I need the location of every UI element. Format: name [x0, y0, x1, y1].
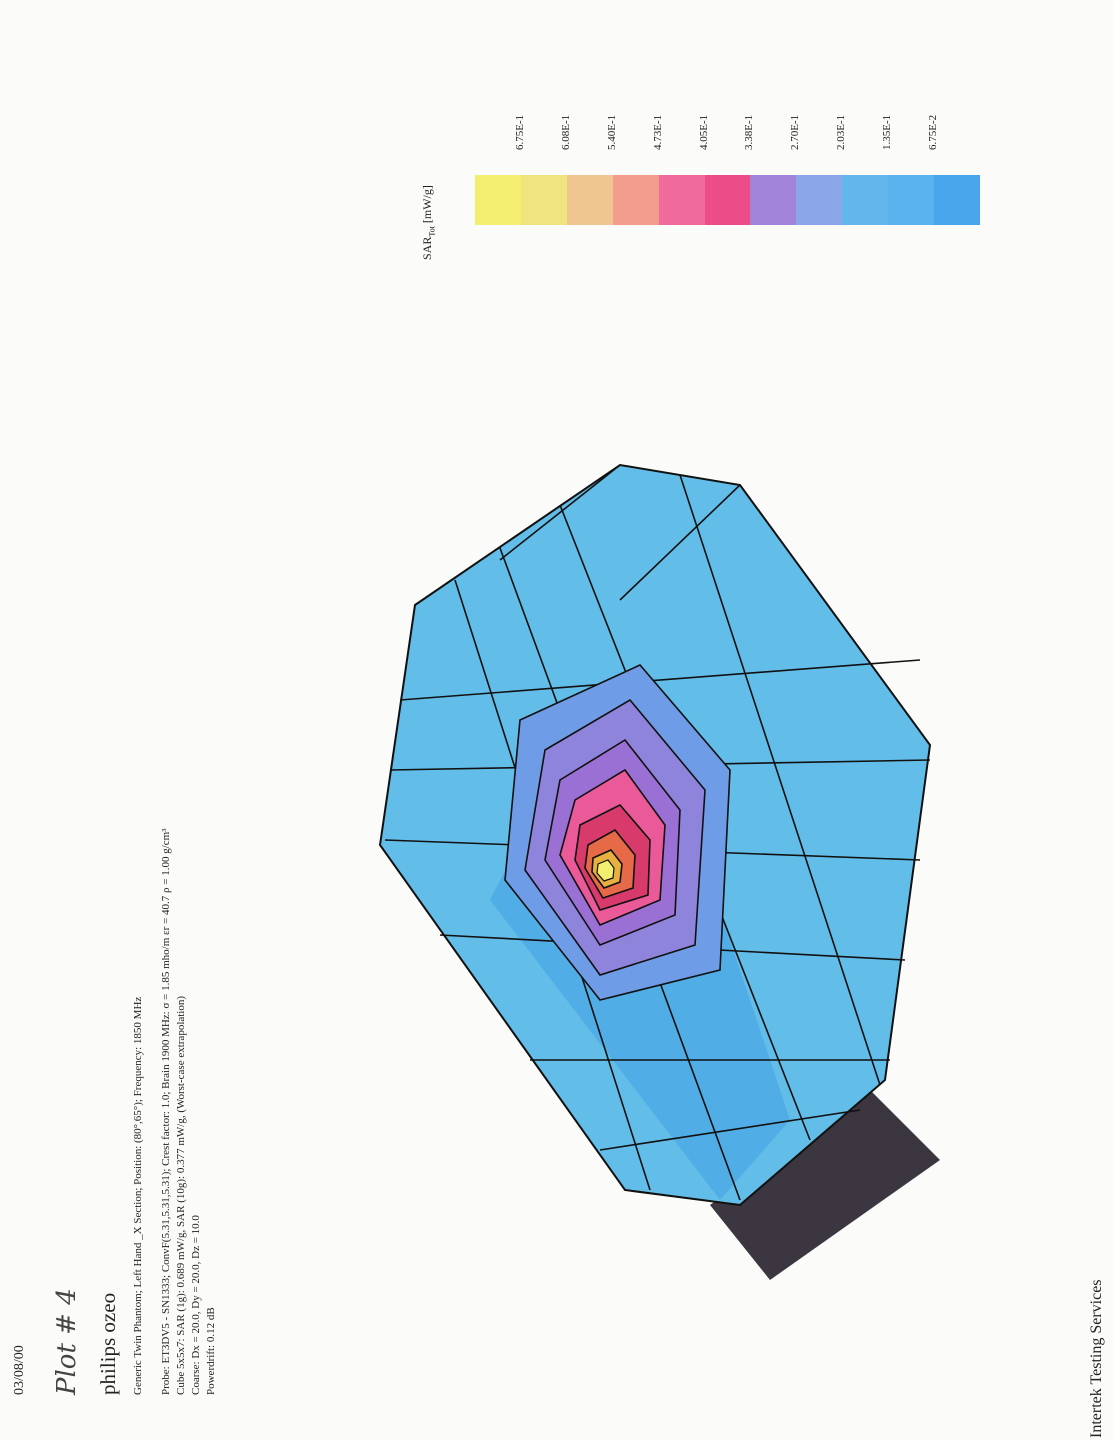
legend-label: 6.75E-1 — [513, 114, 526, 150]
detail-line: Cube 5x5x7: SAR (1g): 0.689 mW/g, SAR (1… — [175, 995, 187, 1395]
date: 03/08/00 — [12, 1345, 27, 1395]
legend-swatch — [842, 175, 889, 225]
legend-label: 1.35E-1 — [881, 114, 894, 150]
handwritten-note: Plot # 4 — [52, 1288, 82, 1395]
shadow — [710, 1090, 940, 1280]
legend-label: 5.40E-1 — [605, 114, 618, 150]
legend-swatch — [566, 175, 614, 225]
doc-title: philips ozeo — [96, 1292, 120, 1395]
detail-line: Probe: ET3DV5 - SN1333; ConvF(5.31,5.31,… — [160, 828, 172, 1395]
legend-label: 3.38E-1 — [743, 114, 756, 150]
legend-label: 6.75E-2 — [927, 114, 940, 150]
footer: Intertek Testing Services — [1088, 1279, 1105, 1438]
contour — [596, 859, 615, 882]
legend-label: 4.73E-1 — [651, 114, 664, 150]
legend-swatch — [612, 175, 660, 225]
detail-line: Coarse: Dx = 20.0, Dy = 20.0, Dz = 10.0 — [190, 1215, 202, 1395]
legend-label: 4.05E-1 — [697, 114, 710, 150]
legend-swatch — [796, 175, 843, 225]
legend-swatch — [475, 175, 522, 225]
legend-label: 2.03E-1 — [835, 114, 848, 150]
legend-swatch — [750, 175, 797, 225]
legend-label: 2.70E-1 — [789, 114, 802, 150]
legend-swatch — [888, 175, 935, 225]
legend-quantity: SAR — [420, 236, 434, 260]
legend-title: SARTot [mW/g] — [420, 185, 436, 260]
legend-swatch — [520, 175, 568, 225]
legend-unit: [mW/g] — [420, 185, 434, 224]
legend-swatch — [658, 175, 706, 225]
legend-subscript: Tot — [427, 226, 437, 237]
detail-line: Powerdrift: 0.12 dB — [205, 1307, 217, 1395]
detail-line: Generic Twin Phantom; Left Hand _X Secti… — [132, 996, 144, 1395]
legend-swatch — [704, 175, 751, 225]
legend-label: 6.08E-1 — [559, 114, 572, 150]
legend-swatch — [934, 175, 981, 225]
